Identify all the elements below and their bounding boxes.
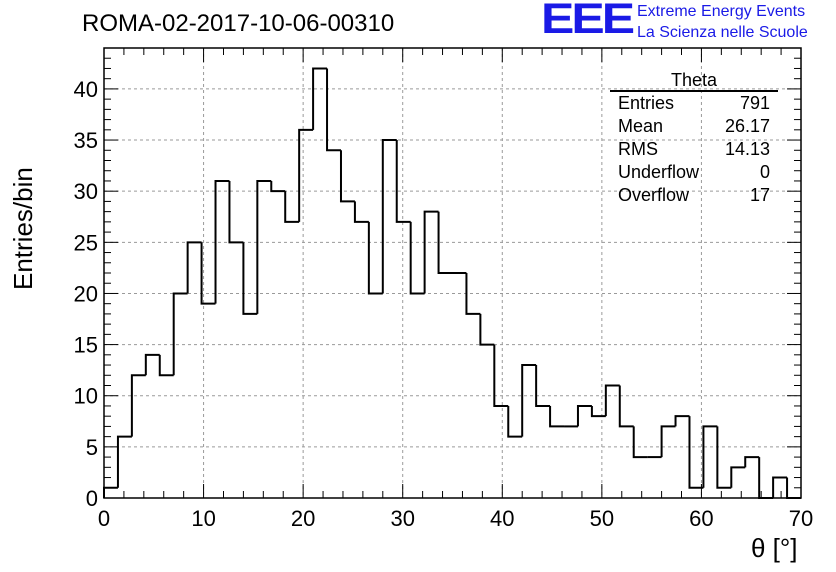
stats-value: 0 bbox=[759, 162, 770, 182]
histogram-bin bbox=[521, 364, 537, 437]
stats-box: Theta Entries 791 Mean 26.17 RMS 14.13 U… bbox=[610, 70, 778, 207]
histogram-bin bbox=[228, 180, 244, 244]
x-tick-label: 60 bbox=[689, 506, 713, 531]
histogram-bin bbox=[326, 68, 341, 152]
histogram-bin bbox=[479, 313, 495, 346]
histogram-bin bbox=[702, 425, 718, 488]
histogram-bin bbox=[688, 416, 704, 489]
y-tick-label: 30 bbox=[74, 179, 98, 204]
logo-mark: EEE bbox=[541, 0, 635, 43]
x-tick-label: 30 bbox=[390, 506, 414, 531]
histogram-bin bbox=[256, 179, 272, 314]
stats-row-mean: Mean 26.17 bbox=[610, 115, 778, 138]
histogram-bin bbox=[423, 210, 439, 294]
histogram-bin bbox=[618, 385, 634, 428]
stats-row-rms: RMS 14.13 bbox=[610, 138, 778, 161]
eee-logo: EEE Extreme Energy Events La Scienza nel… bbox=[541, 0, 836, 50]
histogram-bin bbox=[103, 486, 118, 498]
histogram-bin bbox=[465, 273, 481, 315]
stats-value: 26.17 bbox=[724, 116, 770, 136]
stats-row-underflow: Underflow 0 bbox=[610, 161, 778, 184]
histogram-bars bbox=[103, 67, 801, 499]
y-tick-label: 5 bbox=[86, 435, 98, 460]
stats-label: Entries bbox=[618, 93, 675, 113]
x-tick-label: 70 bbox=[789, 506, 813, 531]
x-tick-label: 0 bbox=[98, 506, 110, 531]
grid-lines bbox=[104, 48, 801, 498]
stats-value: 17 bbox=[749, 185, 770, 205]
histogram-bin bbox=[632, 426, 648, 459]
histogram-bin bbox=[116, 435, 132, 488]
histogram-bin bbox=[395, 140, 411, 223]
histogram-bin bbox=[437, 211, 453, 274]
x-tick-label: 40 bbox=[490, 506, 514, 531]
logo-line-1: Extreme Energy Events bbox=[637, 3, 806, 20]
histogram-bin bbox=[409, 221, 425, 295]
histogram-bin bbox=[144, 353, 160, 376]
stats-label: Underflow bbox=[618, 162, 700, 182]
y-axis-label: Entries/bin bbox=[8, 167, 38, 290]
histogram-bin bbox=[772, 476, 788, 498]
histogram-bin bbox=[214, 179, 230, 304]
histogram-bin bbox=[381, 139, 397, 294]
x-tick-label: 20 bbox=[291, 506, 315, 531]
histogram-bin bbox=[674, 415, 690, 427]
stats-label: RMS bbox=[618, 139, 658, 159]
histogram-bin bbox=[367, 221, 383, 295]
y-tick-label: 25 bbox=[74, 230, 98, 255]
y-tick-label: 20 bbox=[74, 281, 98, 306]
axis-tick-labels: 0 10 20 30 40 50 60 70 0 5 10 15 20 25 30 35 40 bbox=[74, 77, 814, 531]
y-tick-label: 35 bbox=[74, 128, 98, 153]
stats-title: Theta bbox=[610, 70, 778, 92]
histogram-bin bbox=[549, 405, 565, 428]
stats-row-entries: Entries 791 bbox=[610, 92, 778, 115]
stats-label: Overflow bbox=[618, 185, 690, 205]
y-tick-label: 15 bbox=[74, 333, 98, 358]
x-tick-label: 10 bbox=[191, 506, 215, 531]
histogram-bin bbox=[172, 292, 188, 376]
histogram-bin bbox=[130, 374, 146, 437]
histogram-bin bbox=[730, 466, 746, 488]
histogram-bin bbox=[590, 405, 606, 418]
y-tick-label: 40 bbox=[74, 77, 98, 102]
x-tick-label: 50 bbox=[590, 506, 614, 531]
y-tick-label: 10 bbox=[74, 384, 98, 409]
histogram-bin bbox=[284, 191, 300, 223]
x-axis-label: θ [°] bbox=[751, 533, 798, 563]
histogram-bin bbox=[312, 67, 328, 130]
stats-value: 14.13 bbox=[724, 139, 770, 159]
histogram-bin bbox=[507, 405, 523, 438]
histogram-bin bbox=[660, 425, 676, 458]
histogram-bin bbox=[744, 456, 760, 468]
histogram-bin bbox=[270, 180, 286, 193]
histogram-bin bbox=[339, 150, 355, 203]
histogram-bin bbox=[186, 241, 202, 294]
histogram-bin bbox=[200, 242, 216, 305]
histogram-bin bbox=[576, 404, 592, 427]
y-tick-label: 0 bbox=[86, 486, 98, 511]
run-title: ROMA-02-2017-10-06-00310 bbox=[82, 10, 395, 37]
histogram-bin bbox=[158, 354, 174, 377]
logo-line-2: La Scienza nelle Scuole bbox=[637, 24, 808, 41]
histogram-bin bbox=[535, 365, 551, 407]
stats-label: Mean bbox=[618, 116, 664, 136]
axis-ticks bbox=[103, 47, 802, 499]
histogram-bin bbox=[493, 344, 509, 407]
stats-row-overflow: Overflow 17 bbox=[610, 184, 778, 207]
stats-value: 791 bbox=[739, 93, 770, 113]
histogram-bin bbox=[298, 128, 314, 222]
histogram-bin bbox=[716, 426, 732, 489]
histogram-bin bbox=[353, 201, 369, 223]
histogram-bin bbox=[604, 384, 620, 417]
histogram-bin bbox=[242, 242, 258, 315]
